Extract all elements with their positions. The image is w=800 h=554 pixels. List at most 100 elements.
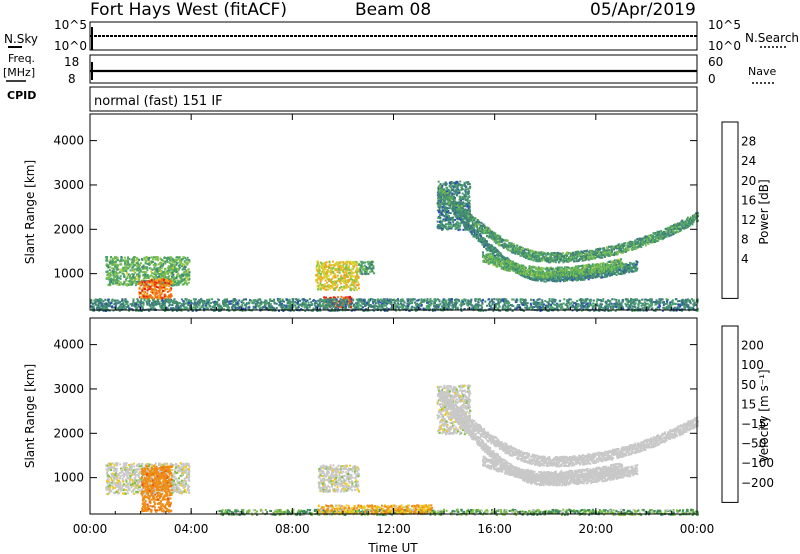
data-cell [318, 302, 321, 305]
data-cell [285, 298, 288, 301]
data-cell [445, 223, 448, 226]
data-cell [506, 302, 509, 304]
data-cell [159, 294, 161, 297]
data-cell [137, 275, 140, 278]
data-cell [188, 275, 191, 278]
data-cell [373, 272, 376, 275]
data-cell [591, 305, 594, 308]
data-cell [154, 300, 157, 303]
data-cell [148, 281, 150, 284]
data-cell [437, 187, 440, 190]
data-cell [126, 276, 129, 279]
data-cell [107, 298, 110, 301]
data-cell [162, 300, 164, 303]
data-cell [551, 302, 554, 304]
data-cell [353, 285, 356, 288]
data-cell [182, 274, 185, 277]
data-cell [443, 208, 446, 211]
data-cell [463, 298, 466, 301]
data-cell [114, 271, 116, 274]
data-cell [148, 280, 151, 283]
data-cell [117, 280, 120, 283]
data-cell [160, 293, 163, 296]
data-cell [154, 258, 157, 261]
data-cell [208, 305, 211, 308]
data-cell [328, 261, 331, 264]
data-cell [371, 267, 374, 270]
data-cell [688, 306, 691, 309]
data-cell [340, 308, 343, 311]
data-cell [145, 285, 148, 288]
data-cell [663, 301, 666, 303]
data-cell [540, 308, 543, 310]
data-cell [160, 305, 163, 308]
data-cell [353, 263, 356, 266]
data-cell [149, 294, 151, 297]
data-cell [360, 265, 363, 267]
data-cell [176, 261, 179, 264]
data-cell [597, 298, 600, 301]
data-cell [318, 269, 321, 272]
data-cell [155, 290, 158, 293]
data-cell [360, 263, 363, 266]
data-cell [349, 303, 352, 306]
data-cell [541, 301, 544, 304]
data-cell [122, 272, 125, 275]
data-cell [599, 298, 602, 301]
data-cell [285, 304, 288, 307]
data-cell [159, 304, 162, 307]
data-cell [164, 272, 167, 274]
data-cell [566, 302, 569, 305]
data-cell [128, 284, 130, 286]
data-cell [458, 299, 461, 302]
data-cell [449, 301, 452, 304]
data-cell [160, 262, 163, 265]
data-cell [350, 274, 353, 277]
data-cell [187, 268, 190, 271]
data-cell [343, 268, 346, 271]
data-cell [612, 306, 615, 309]
data-cell [349, 278, 352, 280]
data-cell [341, 269, 344, 272]
data-cell [170, 287, 173, 290]
data-cell [451, 185, 454, 188]
data-cell [438, 221, 441, 223]
data-cell [521, 302, 524, 304]
data-cell [352, 283, 355, 286]
data-cell [359, 270, 362, 273]
data-cell [122, 259, 124, 262]
data-cell [438, 202, 441, 205]
data-cell [181, 283, 184, 286]
data-cell [149, 285, 152, 288]
data-cell [673, 302, 676, 305]
data-cell [461, 302, 464, 305]
data-cell [451, 218, 453, 221]
data-cell [466, 307, 469, 310]
data-cell [338, 266, 341, 268]
data-cell [177, 280, 180, 283]
data-cell [165, 259, 168, 262]
data-cell [130, 261, 133, 264]
data-cell [296, 302, 299, 304]
data-cell [164, 285, 167, 288]
data-cell [400, 298, 402, 301]
data-cell [155, 285, 158, 288]
data-cell [438, 211, 440, 214]
data-cell [143, 298, 146, 301]
data-cell [193, 304, 196, 307]
data-cell [164, 305, 167, 308]
data-cell [651, 301, 654, 304]
data-cell [265, 306, 268, 309]
data-cell [341, 279, 343, 282]
data-cell [356, 277, 359, 280]
data-cell [344, 266, 347, 269]
data-cell [642, 303, 645, 306]
data-cell [332, 266, 335, 269]
data-cell [397, 302, 400, 305]
data-cell [119, 303, 122, 306]
data-cell [323, 265, 326, 268]
data-cell [170, 266, 173, 269]
data-cell [452, 219, 455, 221]
data-cell [228, 302, 231, 305]
data-cell [149, 296, 152, 299]
